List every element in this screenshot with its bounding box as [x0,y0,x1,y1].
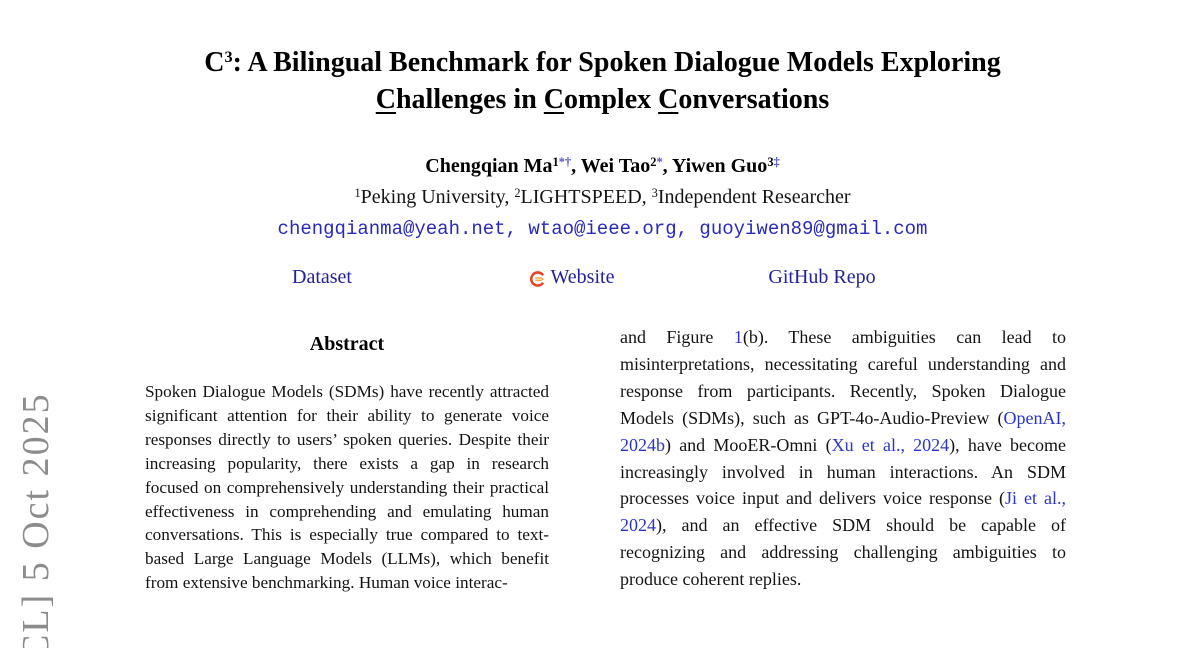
c3-logo-icon [529,270,546,287]
affiliation: Peking University, [360,186,515,208]
authors-line: Chengqian Ma1*†, Wei Tao2*, Yiwen Guo3‡ [140,155,1065,178]
citation-xu-2024[interactable]: Xu et al., 2024 [831,434,950,455]
figure-1-reference[interactable]: 1 [733,327,743,347]
github-link[interactable]: GitHub Repo [768,266,876,288]
author-name: Chengqian Ma1*† [425,154,572,177]
author-separator: , [662,155,672,177]
affiliation: LIGHTSPEED, [520,186,652,208]
affiliation: Independent Researcher [657,186,851,208]
links-row: Dataset Website GitHub Repo [197,266,947,293]
abstract-heading: Abstract [309,333,385,355]
citation-ji-2024[interactable]: Ji et al., 2024 [620,488,1066,536]
author-note-symbols: * [656,154,663,169]
intro-column: and Figure 1(b). These ambiguities can l… [620,324,1066,593]
affiliations-line: 1Peking University, 2LIGHTSPEED, 3Indepe… [354,185,851,208]
title-rest: : A Bilingual Benchmark for Spoken Dialo… [232,47,1001,78]
website-link[interactable]: Website [550,266,615,288]
author-name: Yiwen Guo3‡ [671,154,780,177]
author-note-symbols: *† [558,154,572,169]
author-separator: , [571,155,581,177]
author-name: Wei Tao2* [580,154,663,177]
citation-openai-2024b[interactable]: OpenAI, 2024b [620,407,1066,455]
paper-title: C3: A Bilingual Benchmark for Spoken Dia… [140,46,1065,117]
title-c-superscript: 3 [224,48,233,67]
author-affil-number: 3 [767,154,774,169]
author-note-symbols: ‡ [773,154,780,169]
author-affil-number: 1 [552,154,559,169]
title-line-2: Challenges in Complex Conversations [375,84,830,115]
intro-paragraph: and Figure 1(b). These ambiguities can l… [620,327,1067,590]
abstract-text: Spoken Dialogue Models (SDMs) have recen… [145,382,549,593]
dataset-link[interactable]: Dataset [292,266,352,288]
author-affil-number: 2 [650,154,657,169]
email-links[interactable]: chengqianma@yeah.net, wtao@ieee.org, guo… [277,218,928,240]
title-c: C [204,47,225,78]
abstract-column: Abstract Spoken Dialogue Models (SDMs) h… [145,333,549,595]
title-line-1: C3: A Bilingual Benchmark for Spoken Dia… [204,47,1000,78]
arxiv-stamp: CL] 5 Oct 2025 [15,392,57,648]
